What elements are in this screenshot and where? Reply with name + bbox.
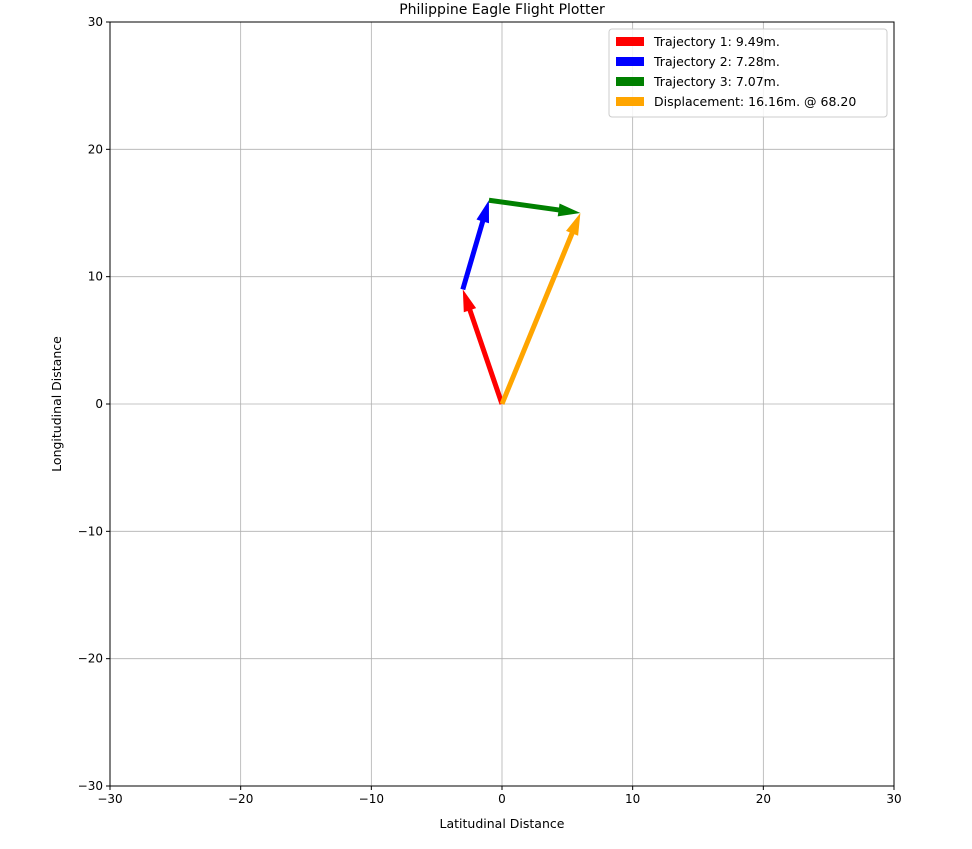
- legend-swatch: [616, 37, 644, 46]
- legend: Trajectory 1: 9.49m. Trajectory 2: 7.28m.…: [608, 28, 888, 118]
- legend-box: [608, 28, 888, 118]
- x-tick-label: 20: [756, 792, 771, 806]
- arrow-series-3: [488, 197, 581, 217]
- y-tick-label: −20: [78, 652, 103, 666]
- arrow-layer: [460, 197, 581, 405]
- y-tick-label: −10: [78, 524, 103, 538]
- y-axis-title: Longitudinal Distance: [49, 336, 64, 472]
- legend-label: Trajectory 1: 9.49m.: [653, 34, 780, 49]
- y-tick-label: 20: [88, 142, 103, 156]
- legend-label: Trajectory 3: 7.07m.: [653, 74, 780, 89]
- chart-title: Philippine Eagle Flight Plotter: [399, 2, 605, 18]
- legend-swatch: [616, 77, 644, 86]
- x-tick-label: 10: [625, 792, 640, 806]
- legend-label: Trajectory 2: 7.28m.: [653, 54, 780, 69]
- legend-swatch: [616, 57, 644, 66]
- x-axis-title: Latitudinal Distance: [440, 816, 565, 831]
- x-tick-label: −30: [97, 792, 122, 806]
- legend-swatch: [616, 97, 644, 106]
- arrow-series-1: [462, 289, 505, 405]
- x-tick-label: 30: [886, 792, 901, 806]
- y-tick-label: 30: [88, 15, 103, 29]
- x-tick-label: −20: [228, 792, 253, 806]
- legend-label: Displacement: 16.16m. @ 68.20: [654, 94, 856, 109]
- y-tick-label: 10: [88, 270, 103, 284]
- tick-layer: −30 −20 −10 0 10 20 30 −30 −20 −10 0 10 20 30: [78, 15, 902, 806]
- x-tick-label: 0: [498, 792, 506, 806]
- y-tick-label: 0: [95, 397, 103, 411]
- arrow-series-2: [460, 200, 489, 291]
- x-tick-label: −10: [359, 792, 384, 806]
- arrow-series-4: [499, 213, 581, 405]
- y-tick-label: −30: [78, 779, 103, 793]
